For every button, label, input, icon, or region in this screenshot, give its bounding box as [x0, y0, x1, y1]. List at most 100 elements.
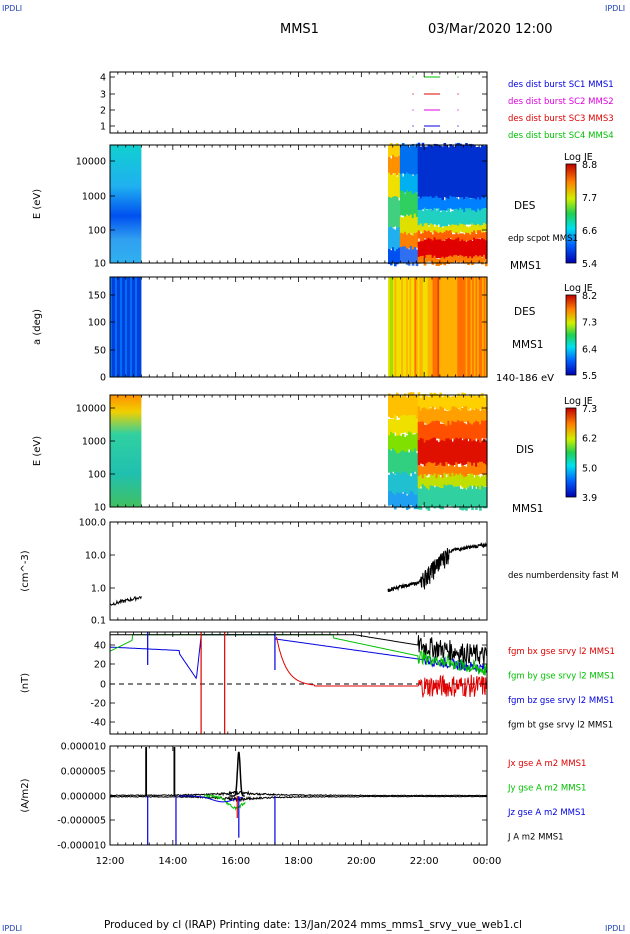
des-pitch-column [463, 277, 467, 377]
des-pitch-column [444, 277, 447, 377]
time-axis-tick: 14:00 [158, 856, 187, 867]
dis-energy-colorbar-tick: 5.0 [582, 463, 597, 474]
dis-energy-column [421, 394, 425, 506]
des-energy-column [429, 145, 433, 262]
panel-dis-energy-ytick: 1000 [82, 437, 106, 448]
ylabel-dis-energy: E (eV) [32, 436, 43, 466]
panel-current-ytick: 0.000010 [61, 742, 106, 753]
panel-bfield-ytick: 40 [94, 641, 106, 652]
des-pitch-column [404, 277, 407, 377]
des-pitch-column [391, 277, 394, 377]
des-pitch-column [470, 277, 473, 377]
des-energy-column [403, 145, 407, 263]
dis-energy-colorbar-tick: 6.2 [582, 434, 597, 445]
species-label-des-pitch: DES [514, 306, 536, 318]
des-pitch-column [406, 277, 409, 377]
des-pitch-column [455, 277, 458, 377]
dis-energy-column [477, 394, 480, 508]
des-energy-column [405, 144, 409, 265]
des-pitch-column [477, 277, 480, 377]
des-energy-column [397, 145, 401, 263]
time-axis-tick: 20:00 [347, 856, 376, 867]
dis-energy-column [455, 396, 458, 508]
des-energy-column [441, 146, 445, 264]
des-energy-colorbar [565, 163, 577, 264]
dis-energy-column [439, 392, 443, 510]
des-pitch-column [393, 277, 396, 377]
datetime-title: 03/Mar/2020 12:00 [428, 22, 553, 37]
burst-dot [457, 93, 459, 95]
dis-energy-column [463, 393, 466, 510]
des-pitch-column [389, 277, 392, 377]
dis-energy-column [475, 396, 478, 510]
des-energy-column [479, 147, 482, 263]
dis-energy-column [465, 396, 468, 511]
time-axis-tick: 18:00 [284, 856, 313, 867]
des-pitch-column [426, 277, 429, 377]
des-pitch-column [459, 277, 462, 377]
des-pitch-column [480, 277, 483, 377]
panel-des-energy-ytick: 10000 [76, 157, 106, 168]
des-pitch-column [447, 277, 450, 377]
des-energy-column [396, 143, 399, 265]
des-energy-colorbar-tick: 7.7 [582, 193, 597, 204]
corner-label-bottom-right: IPDLI [605, 924, 626, 933]
des-energy-column [453, 146, 456, 262]
sc-label-des-energy: MMS1 [510, 260, 541, 272]
j-total-band-upper [109, 790, 488, 797]
panel-burst-ytick: 1 [100, 122, 106, 133]
dis-energy-column [461, 392, 464, 511]
des-pitch-column [460, 277, 463, 377]
des-pitch-column [434, 277, 437, 377]
panel-des-pitch-ytick: 0 [100, 373, 106, 384]
burst-dot [457, 109, 459, 111]
des-energy-column [477, 146, 480, 264]
des-energy-column [467, 144, 470, 265]
panel-des-pitch-ytick: 100 [88, 318, 106, 329]
des-pitch-column [483, 277, 486, 377]
des-energy-column [427, 144, 431, 262]
panel-bfield-ytick: 20 [94, 660, 106, 671]
des-energy-column [475, 147, 478, 262]
dis-energy-column [485, 394, 488, 509]
panel-current-ytick: -0.000005 [57, 816, 106, 827]
des-pitch-column [424, 277, 427, 377]
dis-energy-column [403, 393, 407, 507]
des-energy-column [419, 146, 423, 263]
des-energy-column [459, 143, 462, 262]
des-energy-column [425, 146, 429, 262]
legend-burst-4: des dist burst SC4 MMS4 [508, 131, 614, 141]
des-energy-column [461, 145, 464, 263]
dis-energy-column [453, 395, 456, 509]
des-energy-column [435, 144, 439, 266]
dis-energy-column [457, 393, 460, 508]
des-pitch-column [482, 277, 485, 377]
des-energy-column [443, 143, 447, 266]
des-energy-column [449, 144, 452, 263]
dis-energy-column [483, 397, 486, 509]
dis-energy-column [481, 393, 484, 507]
des-pitch-colorbar-title: Log JE [564, 283, 593, 294]
des-pitch-column [409, 277, 412, 377]
des-pitch-colorbar-tick: 7.3 [582, 318, 597, 329]
bz-line [110, 634, 488, 680]
des-pitch-column [440, 277, 443, 377]
panel-des-energy-ytick: 1000 [82, 192, 106, 203]
dis-energy-column [405, 397, 409, 510]
des-energy-column [437, 145, 441, 266]
des-pitch-column [411, 277, 414, 377]
des-pitch-column [475, 277, 478, 377]
des-pitch-column [435, 277, 439, 377]
des-pitch-column [422, 277, 425, 377]
dis-energy-column [445, 395, 448, 507]
panel-dis-energy-ytick: 100 [88, 470, 106, 481]
panel-density-ytick: 10.0 [85, 551, 106, 562]
des-energy-column [413, 146, 417, 264]
des-pitch-column [397, 277, 401, 377]
dis-energy-column [469, 394, 472, 507]
dis-energy-column [417, 392, 421, 510]
dis-energy-column [441, 397, 445, 510]
dis-energy-column [419, 397, 423, 510]
dis-energy-column [392, 394, 395, 508]
burst-dot [412, 76, 414, 78]
